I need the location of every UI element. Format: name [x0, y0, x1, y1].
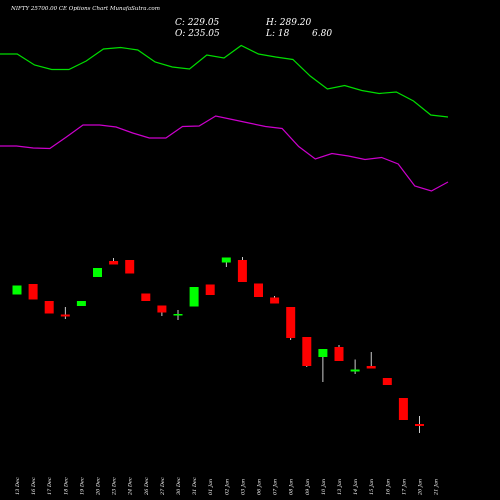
x-tick-label: 15 Jan [369, 479, 375, 495]
x-tick-label: 21 Jan [434, 479, 440, 496]
candle-body [173, 314, 183, 316]
candle-body [125, 260, 135, 274]
x-tick-label: 13 Dec [15, 477, 21, 495]
candle-body [382, 378, 392, 385]
x-tick-label: 19 Dec [79, 477, 85, 495]
candle-body [334, 347, 344, 361]
x-tick-label: 16 Dec [31, 477, 37, 495]
candle-body [93, 268, 102, 277]
candle-body [60, 314, 70, 317]
x-tick-label: 02 Jan [224, 479, 230, 495]
candle-body [302, 337, 312, 366]
x-tick-label: 30 Dec [176, 477, 182, 495]
x-tick-label: 26 Dec [144, 477, 150, 496]
x-tick-label: 06 Jan [257, 479, 263, 495]
x-tick-label: 16 Jan [385, 479, 391, 495]
x-tick-label: 31 Dec [192, 477, 198, 495]
candle-body [318, 349, 328, 357]
x-tick-label: 13 Jan [337, 479, 343, 495]
x-tick-label: 09 Jan [305, 479, 311, 495]
x-tick-label: 03 Jan [240, 479, 246, 495]
change-value: 6.80 [312, 29, 332, 39]
x-tick-label: 17 Dec [47, 477, 53, 495]
high-value: H: 289.20 [265, 18, 312, 28]
candle-body [366, 366, 376, 369]
candle-body [398, 398, 408, 420]
candle-body [141, 293, 151, 301]
candle-body [44, 301, 54, 314]
candle-body [237, 260, 247, 282]
candle-body [270, 297, 280, 304]
x-tick-label: 08 Jan [289, 479, 295, 495]
low-value: L: 18 [265, 29, 290, 39]
candle-body [415, 424, 424, 426]
candle-body [109, 261, 119, 265]
candle-body [221, 257, 231, 263]
open-value: O: 235.05 [175, 29, 220, 39]
x-tick-label: 17 Jan [401, 479, 407, 495]
candle-body [12, 285, 22, 295]
lower-band-line [0, 115, 449, 192]
candle-body [157, 305, 167, 313]
band-lines [0, 44, 449, 192]
x-tick-label: 23 Dec [112, 477, 118, 496]
chart-title: NIFTY 25700.00 CE Options Chart MunafaSu… [10, 6, 160, 12]
candle-body [350, 369, 360, 372]
x-axis-labels: 13 Dec 16 Dec 17 Dec 18 Dec 19 Dec 20 Dec 23 D… [15, 477, 440, 496]
upper-band-line [0, 44, 449, 118]
x-tick-label: 18 Dec [63, 477, 69, 495]
x-tick-label: 24 Dec [128, 477, 134, 496]
candle-body [254, 283, 263, 297]
candle-body [189, 287, 199, 307]
x-tick-label: 10 Jan [321, 479, 327, 495]
x-tick-label: 07 Jan [273, 479, 279, 495]
candle-body [286, 307, 296, 338]
candles [12, 257, 424, 433]
x-tick-label: 20 Dec [96, 477, 102, 496]
x-tick-label: 01 Jan [208, 479, 214, 495]
close-value: C: 229.05 [175, 18, 220, 28]
x-tick-label: 20 Jan [418, 479, 424, 496]
candle-body [205, 284, 215, 295]
candle-body [76, 301, 86, 306]
candle-body [28, 284, 38, 300]
x-tick-label: 14 Jan [353, 479, 359, 495]
x-tick-label: 27 Dec [160, 477, 166, 496]
